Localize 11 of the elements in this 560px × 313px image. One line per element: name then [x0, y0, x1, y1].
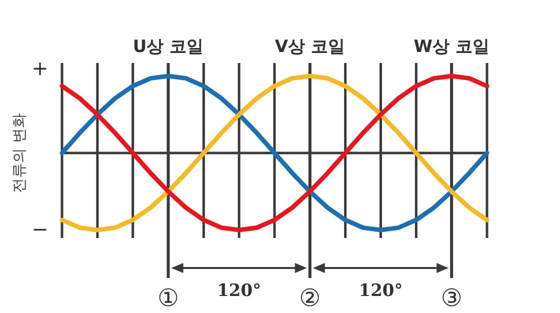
- series-label: U상 코일: [132, 37, 204, 57]
- text: ②: [299, 284, 321, 312]
- series-label: V상 코일: [274, 37, 345, 57]
- text: 120°: [358, 281, 403, 301]
- text: 120°: [217, 281, 262, 301]
- text: −: [32, 217, 48, 241]
- text: ①: [157, 284, 180, 312]
- text: +: [32, 56, 48, 80]
- series-label: W상 코일: [414, 37, 490, 57]
- text: ③: [440, 284, 462, 312]
- y-axis-title: 전류의 변화: [10, 113, 28, 193]
